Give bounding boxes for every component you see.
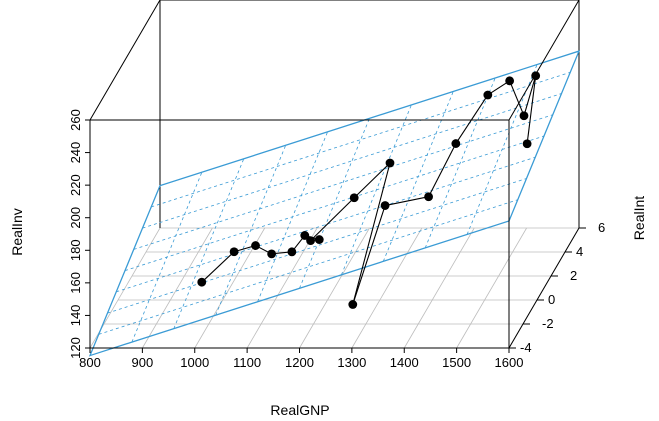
z-tick-label: 200 xyxy=(68,207,83,229)
y-tick-label: -4 xyxy=(520,340,532,355)
axis-ticks: 800 900 1000 1100 1200 1300 1400 1500 1600120140… xyxy=(68,109,605,370)
connector-line xyxy=(509,80,525,116)
plane-grid-line xyxy=(424,77,496,249)
data-point xyxy=(385,158,395,168)
plane-grid-line xyxy=(124,135,545,271)
data-point xyxy=(424,192,433,202)
data-point xyxy=(522,139,532,149)
data-point xyxy=(451,139,461,148)
connector-line xyxy=(352,162,391,305)
plane-grid-line xyxy=(133,114,553,250)
z-tick-label: 120 xyxy=(68,337,83,359)
floor-grid-line xyxy=(403,227,475,349)
x-tick-label: 800 xyxy=(79,355,101,370)
connector-line xyxy=(385,196,429,207)
plane-grid-line xyxy=(151,71,571,208)
box-edge xyxy=(89,0,161,121)
plane-grid-line xyxy=(173,158,245,329)
plane-outline xyxy=(88,50,581,357)
y-tick-label: -2 xyxy=(542,316,554,331)
data-point xyxy=(197,277,207,287)
z-tick-label: 180 xyxy=(68,239,83,261)
plane-grid-line xyxy=(299,118,370,289)
data-point xyxy=(300,231,310,240)
data-point xyxy=(380,201,390,210)
data-point xyxy=(306,236,315,246)
z-tick-label: 240 xyxy=(68,142,83,164)
x-tick-label: 1300 xyxy=(337,355,366,370)
data-point xyxy=(251,241,260,250)
data-point xyxy=(229,247,239,257)
x-tick-label: 1100 xyxy=(233,355,261,370)
connector-line xyxy=(353,162,391,199)
floor-grid-line xyxy=(456,227,527,349)
z-tick-label: 140 xyxy=(68,305,83,327)
y-tick-label: 6 xyxy=(598,220,605,235)
bounding-box-back xyxy=(89,0,580,228)
z-tick-label: 260 xyxy=(68,109,83,131)
plane-grid-line xyxy=(142,93,562,229)
data-point xyxy=(348,300,358,309)
plane-grid-line xyxy=(116,156,536,293)
x-tick-label: 1200 xyxy=(285,355,314,370)
x-tick-label: 900 xyxy=(132,355,154,370)
connector-line xyxy=(352,205,386,305)
connector-line xyxy=(526,75,537,144)
data-point xyxy=(505,76,515,86)
floor-grid xyxy=(89,227,580,349)
x-tick-label: 1000 xyxy=(180,355,209,370)
y-axis-title: RealInt xyxy=(631,196,647,240)
plane-grid-line xyxy=(98,199,518,335)
data-point xyxy=(267,249,277,259)
z-tick-label: 160 xyxy=(68,272,83,294)
z-axis-title: RealInv xyxy=(9,208,25,255)
connector-line xyxy=(310,197,355,241)
data-point xyxy=(314,235,324,244)
y-tick-label: 4 xyxy=(576,244,583,259)
x-tick-label: 1500 xyxy=(442,355,471,370)
x-axis-title: RealGNP xyxy=(270,402,329,418)
y-tick-label: 0 xyxy=(548,292,555,307)
y-tick-label: 2 xyxy=(570,268,577,283)
data-point xyxy=(519,111,529,121)
connector-line xyxy=(201,251,235,283)
floor-grid-line xyxy=(142,227,213,349)
data-point xyxy=(483,90,493,100)
box-edge xyxy=(508,0,580,121)
floor-grid-line xyxy=(246,227,318,349)
data-point xyxy=(349,193,359,203)
connector-line xyxy=(523,75,537,116)
x-tick-label: 1600 xyxy=(495,355,524,370)
bounding-box-front xyxy=(89,0,580,349)
floor-grid-line xyxy=(351,227,423,349)
box-edge xyxy=(508,227,580,349)
data-points xyxy=(197,71,541,309)
data-point xyxy=(287,247,297,257)
regression-plane xyxy=(88,50,581,357)
x-tick-label: 1400 xyxy=(390,355,419,370)
connector-line xyxy=(428,143,457,197)
connector-line xyxy=(455,94,489,144)
plane-grid-line xyxy=(107,178,527,314)
floor-grid-line xyxy=(299,227,370,349)
z-tick-label: 220 xyxy=(68,174,83,196)
